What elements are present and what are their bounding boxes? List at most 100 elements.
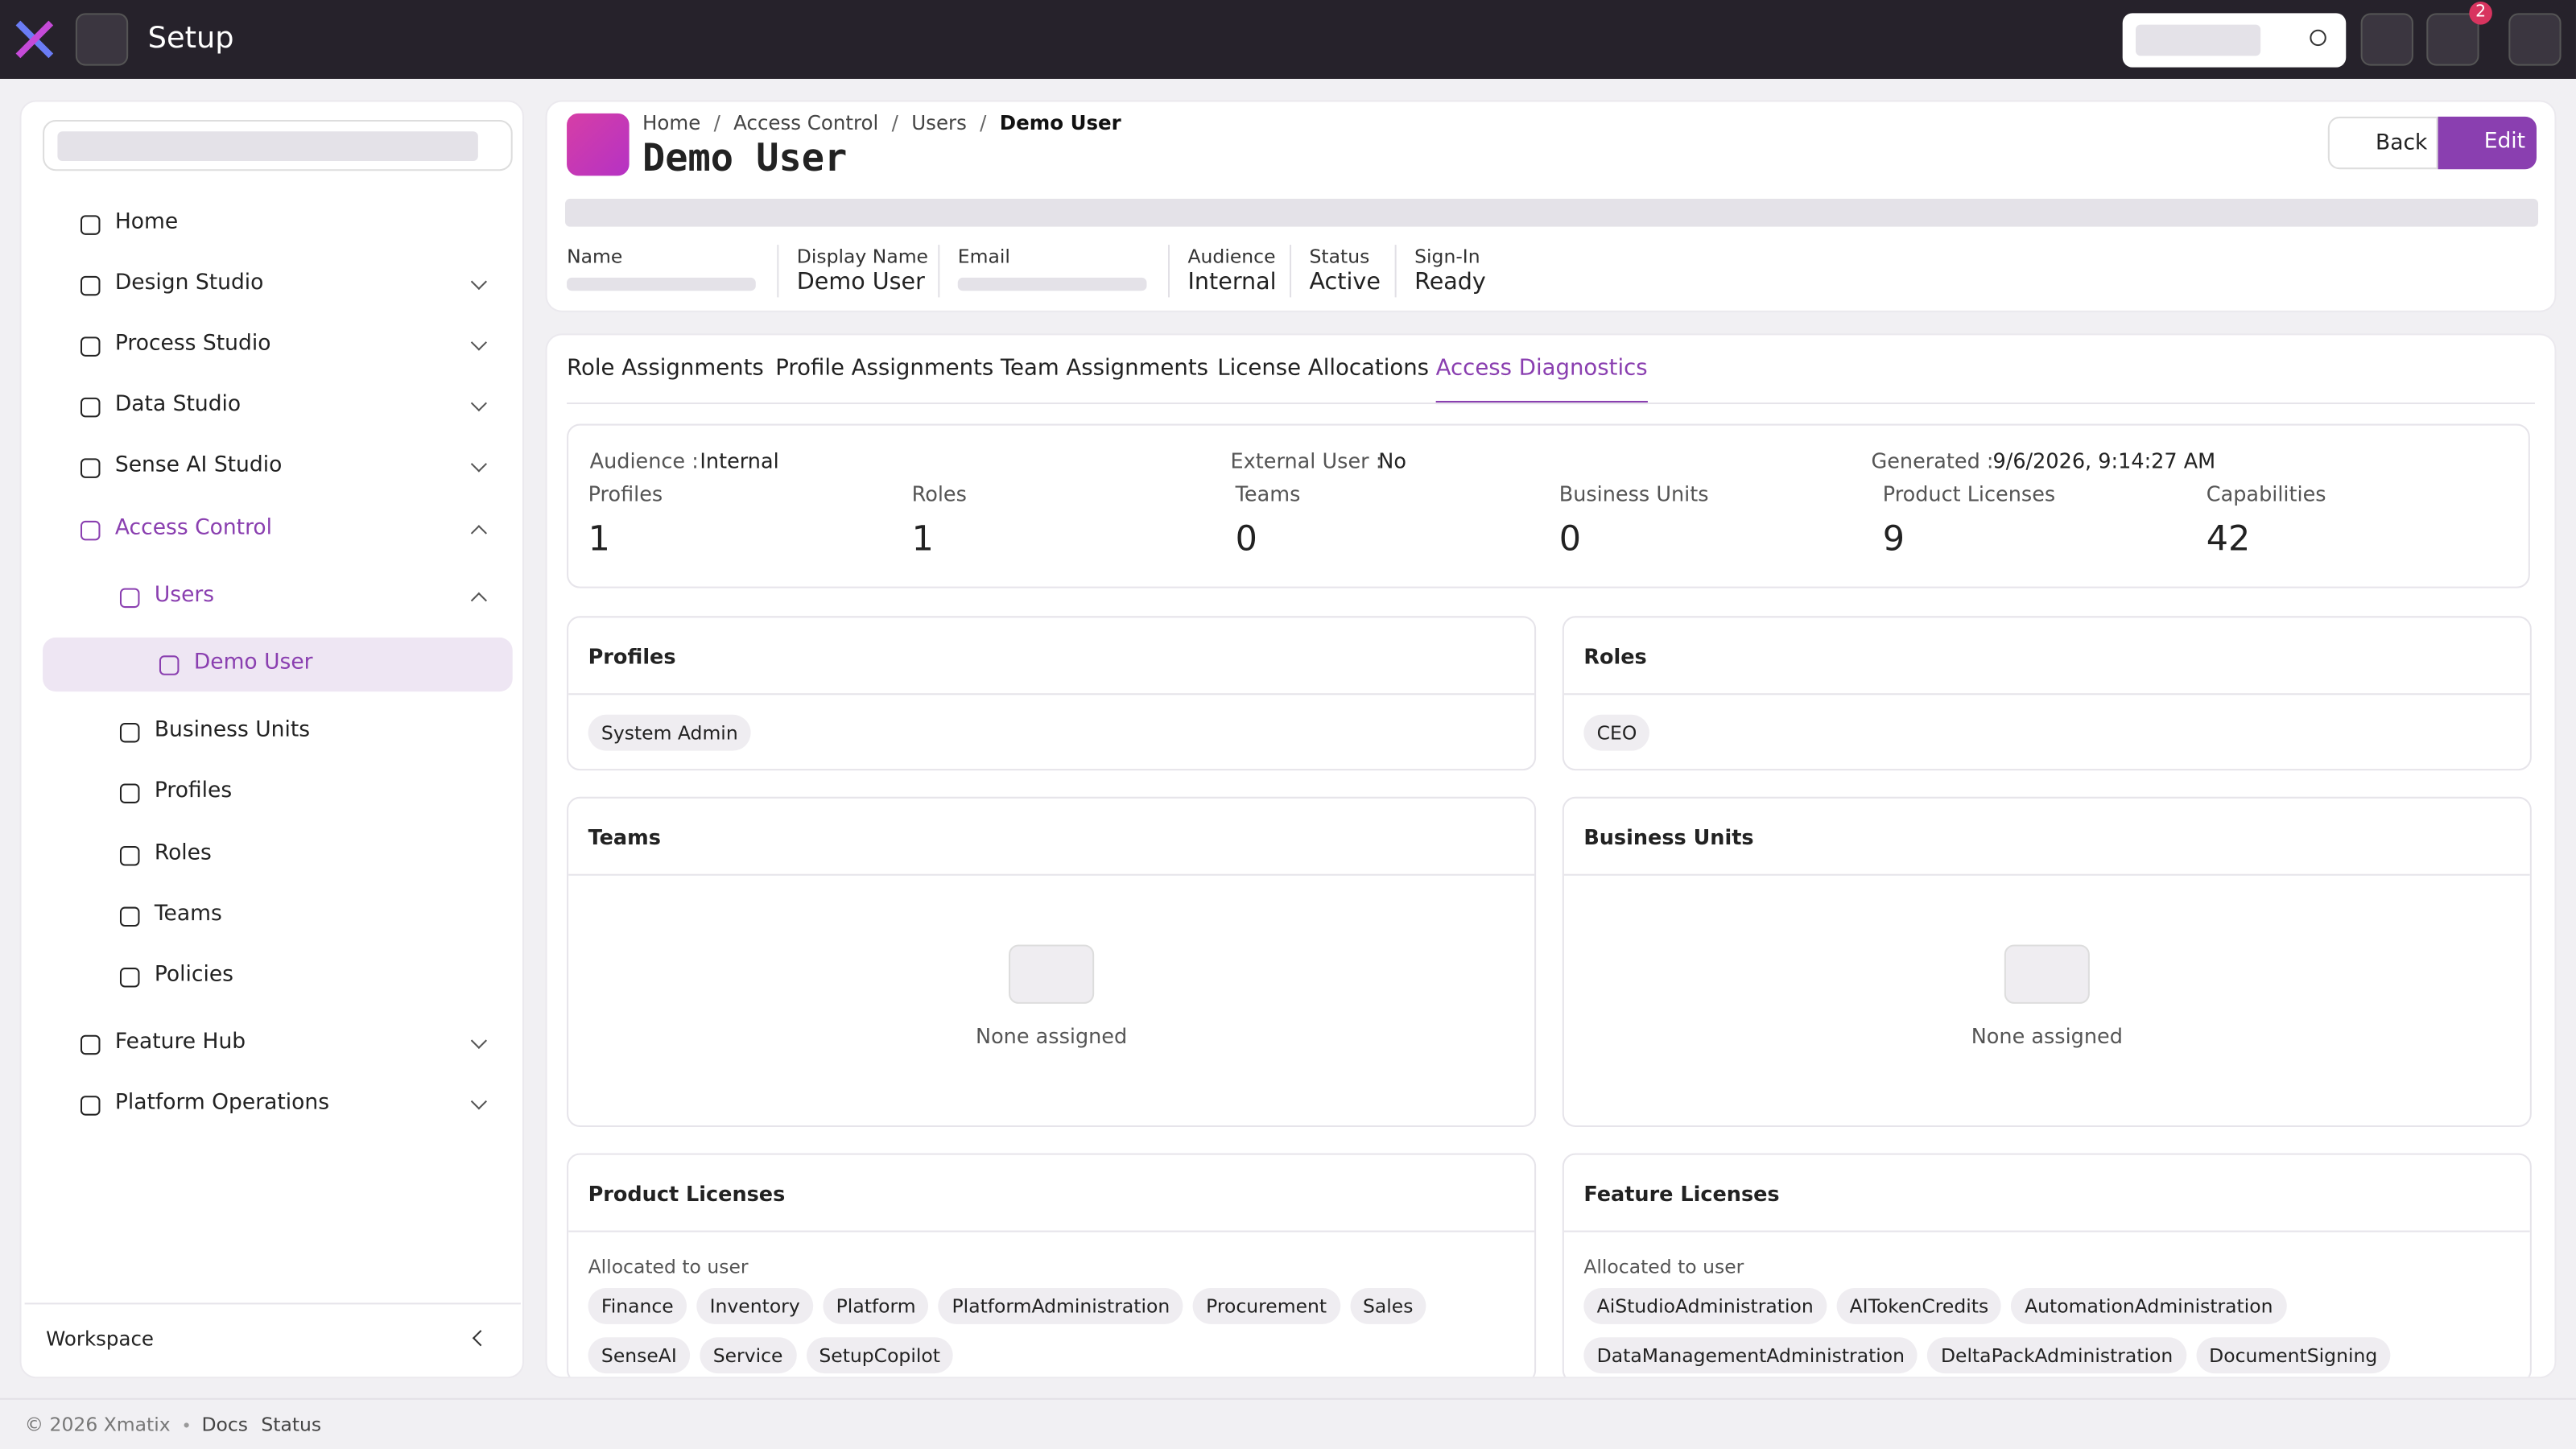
chip[interactable]: DeltaPackAdministration (1927, 1337, 2186, 1374)
collapse-button[interactable] (472, 1330, 489, 1347)
section-card: Product Licenses Allocated to user Finance… (567, 1153, 1537, 1377)
nav-icon (119, 906, 140, 927)
chip[interactable]: AutomationAdministration (2011, 1287, 2286, 1324)
nav-item[interactable]: Process Studio (22, 319, 524, 373)
nav-item[interactable]: Demo User (43, 637, 513, 692)
empty-text: None assigned (1971, 1023, 2123, 1049)
nav-icon (119, 588, 140, 609)
chip[interactable]: AITokenCredits (1836, 1287, 2002, 1324)
nav-item[interactable]: Teams (22, 889, 524, 943)
field-value: Ready (1414, 269, 1486, 296)
chip[interactable]: DataManagementAdministration (1583, 1337, 1918, 1374)
fact-label: Generated : (1871, 448, 1994, 473)
profile-button[interactable] (2508, 13, 2562, 66)
search-icon[interactable] (2310, 29, 2326, 47)
back-button[interactable]: Back (2327, 116, 2438, 170)
breadcrumb[interactable]: Access Control (733, 111, 879, 135)
chat-button[interactable] (2360, 13, 2413, 66)
nav-item[interactable]: Access Control (22, 502, 524, 556)
sidebar-footer[interactable]: Workspace (46, 1327, 155, 1351)
nav-item[interactable]: Policies (22, 950, 524, 1004)
section-card: Teams None assigned (567, 796, 1537, 1127)
card-subtitle: Allocated to user (588, 1255, 749, 1278)
nav-chevron[interactable] (470, 334, 487, 351)
chip[interactable]: Sales (1349, 1287, 1426, 1324)
footer-link[interactable]: Status (261, 1413, 322, 1436)
logo-mark (15, 20, 54, 59)
tab[interactable]: Profile Assignments (775, 354, 994, 382)
tab[interactable]: Team Assignments (1000, 354, 1209, 382)
chip[interactable]: Service (700, 1337, 796, 1374)
footer-link[interactable]: Docs (201, 1413, 249, 1436)
breadcrumb[interactable]: Home (642, 111, 701, 135)
nav-item[interactable]: Platform Operations (22, 1078, 524, 1132)
chip[interactable]: DocumentSigning (2195, 1337, 2391, 1374)
fact-value: 9/6/2026, 9:14:27 AM (1992, 448, 2216, 473)
tab-rule (567, 402, 2535, 405)
nav-item[interactable]: Home (22, 197, 524, 251)
chip[interactable]: Platform (823, 1287, 929, 1324)
sidebar-search[interactable] (43, 119, 513, 171)
field-divider (938, 245, 940, 298)
field-label: Name (567, 245, 623, 268)
stat-label: Profiles (588, 481, 663, 506)
tab[interactable]: Access Diagnostics (1435, 355, 1648, 405)
nav-item[interactable]: Sense AI Studio (22, 440, 524, 494)
nav-item[interactable]: Business Units (22, 705, 524, 759)
nav-item[interactable]: Profiles (22, 766, 524, 819)
sidebar-divider (24, 1302, 521, 1305)
stat-label: Teams (1235, 481, 1301, 506)
apps-button[interactable] (75, 13, 129, 66)
notifications-button[interactable] (2426, 13, 2479, 66)
nav-chevron[interactable] (470, 273, 487, 291)
section-card: Business Units None assigned (1562, 796, 2532, 1127)
stat-value: 9 (1882, 518, 1905, 559)
card-body: Allocated to user Finance Inventory Platfor… (568, 1232, 1534, 1377)
nav-item[interactable]: Users (22, 570, 524, 624)
chip[interactable]: SenseAI (588, 1337, 691, 1374)
card-body: CEO (1564, 695, 2530, 764)
nav-chevron[interactable] (470, 1032, 487, 1049)
chip[interactable]: AiStudioAdministration (1583, 1287, 1827, 1324)
copyright: © 2026 Xmatix (24, 1413, 171, 1436)
empty-icon (1009, 944, 1095, 1004)
nav-chevron[interactable] (470, 394, 487, 412)
record-header: Home / Access Control / Users / Demo User Demo … (545, 100, 2557, 312)
logo[interactable] (13, 18, 56, 60)
nav-chevron[interactable] (470, 592, 487, 609)
nav-chevron[interactable] (470, 525, 487, 542)
record-title: Demo User (642, 138, 848, 181)
chip[interactable]: SetupCopilot (806, 1337, 954, 1374)
field-divider (1394, 245, 1397, 298)
chip[interactable]: System Admin (588, 714, 752, 751)
card-title: Profiles (568, 617, 1535, 696)
nav-item[interactable]: Design Studio (22, 258, 524, 312)
card-subtitle: Allocated to user (1583, 1255, 1744, 1278)
nav-icon (80, 215, 101, 235)
tab[interactable]: License Allocations (1217, 354, 1430, 382)
search-box[interactable] (2122, 13, 2347, 68)
nav-icon (119, 968, 140, 988)
fact-label: External User : (1230, 448, 1383, 473)
nav-item[interactable]: Feature Hub (22, 1017, 524, 1071)
nav-item[interactable]: Data Studio (22, 379, 524, 433)
field-value-redacted (957, 277, 1147, 291)
sidebar: Home Design Studio Process Studio Data Stud… (19, 100, 525, 1379)
chip[interactable]: Procurement (1192, 1287, 1340, 1324)
field-label: Email (957, 245, 1010, 268)
nav-icon (80, 336, 101, 357)
nav-chevron[interactable] (470, 1093, 487, 1110)
nav-chevron[interactable] (470, 456, 487, 473)
chip[interactable]: Finance (588, 1287, 687, 1324)
footer-dot (183, 1422, 189, 1428)
chip[interactable]: CEO (1583, 714, 1650, 751)
breadcrumb[interactable]: Users (911, 111, 967, 135)
edit-button[interactable]: Edit (2438, 116, 2537, 170)
tab-panel: Role Assignments Profile Assignments Team … (545, 333, 2557, 1379)
footer-row: © 2026 Xmatix Docs Status (25, 1413, 335, 1436)
chip[interactable]: PlatformAdministration (939, 1287, 1183, 1324)
tab[interactable]: Role Assignments (567, 354, 764, 382)
nav-item[interactable]: Roles (22, 828, 524, 882)
field-value: Demo User (796, 269, 925, 296)
chip[interactable]: Inventory (696, 1287, 814, 1324)
